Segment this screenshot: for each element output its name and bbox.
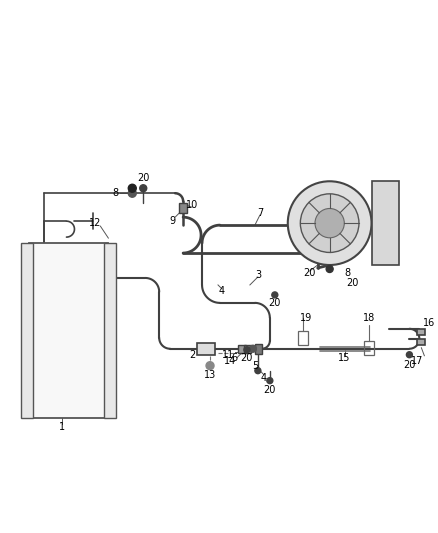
Text: 6: 6 (231, 353, 237, 363)
Circle shape (288, 181, 371, 265)
Bar (298, 331, 308, 345)
Text: 20: 20 (403, 360, 416, 370)
Bar (364, 341, 374, 355)
Circle shape (255, 368, 261, 374)
Text: 20: 20 (268, 298, 281, 308)
Text: 20: 20 (137, 173, 149, 183)
Bar (104, 243, 117, 417)
Text: 4: 4 (261, 373, 267, 383)
Text: 3: 3 (255, 270, 261, 280)
Text: 2: 2 (189, 350, 195, 360)
Text: 12: 12 (89, 218, 102, 228)
Text: 17: 17 (411, 356, 424, 366)
Bar (255, 344, 262, 354)
Circle shape (326, 265, 333, 272)
Bar (417, 339, 425, 345)
Circle shape (267, 378, 273, 384)
Text: 1: 1 (60, 423, 66, 432)
Text: 4: 4 (219, 286, 225, 296)
Bar (28, 243, 108, 417)
Circle shape (300, 194, 359, 253)
Circle shape (140, 185, 147, 192)
Text: 5: 5 (252, 361, 258, 370)
Text: 18: 18 (364, 313, 376, 323)
Circle shape (272, 292, 278, 298)
Bar (244, 345, 251, 353)
Bar (179, 203, 187, 213)
Circle shape (244, 347, 250, 353)
Text: 20: 20 (241, 353, 253, 363)
Bar (238, 345, 246, 353)
Circle shape (128, 184, 136, 192)
Bar (417, 329, 425, 335)
Text: 9: 9 (169, 216, 175, 226)
Text: 20: 20 (304, 268, 316, 278)
Text: 19: 19 (300, 313, 312, 323)
Text: 8: 8 (345, 268, 351, 278)
Bar (371, 181, 399, 265)
Text: 11: 11 (222, 350, 234, 360)
Circle shape (128, 189, 136, 197)
Text: 15: 15 (339, 353, 351, 363)
Text: 13: 13 (204, 370, 216, 379)
Text: 10: 10 (186, 200, 198, 210)
Circle shape (206, 362, 214, 370)
Circle shape (406, 352, 413, 358)
Text: 20: 20 (346, 278, 359, 288)
Text: 20: 20 (264, 385, 276, 394)
Bar (21, 243, 32, 417)
Text: 8: 8 (112, 188, 118, 198)
Circle shape (315, 208, 344, 238)
Text: 14: 14 (224, 356, 236, 366)
Text: 7: 7 (257, 208, 263, 218)
Circle shape (249, 345, 256, 352)
Text: 16: 16 (423, 318, 435, 328)
Bar (197, 343, 215, 355)
